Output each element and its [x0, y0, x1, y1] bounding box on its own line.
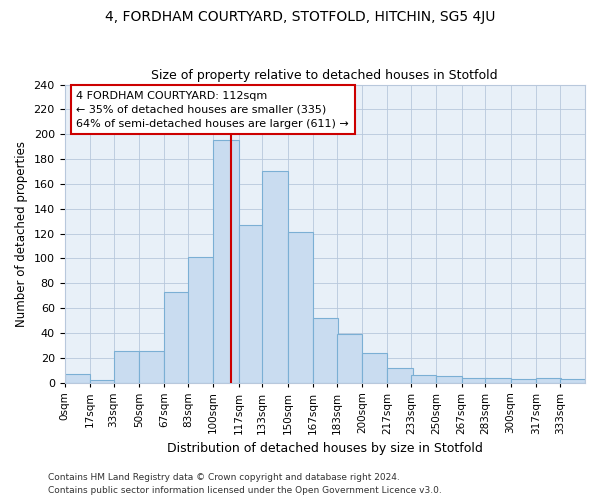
Bar [113, 352, 139, 382]
Bar [262, 172, 287, 382]
Bar [436, 376, 461, 382]
Bar [139, 352, 164, 382]
Text: 4 FORDHAM COURTYARD: 112sqm
← 35% of detached houses are smaller (335)
64% of se: 4 FORDHAM COURTYARD: 112sqm ← 35% of det… [76, 91, 349, 129]
Bar [536, 378, 561, 382]
Text: Contains HM Land Registry data © Crown copyright and database right 2024.
Contai: Contains HM Land Registry data © Crown c… [48, 474, 442, 495]
Bar [362, 352, 387, 382]
Bar [313, 318, 338, 382]
Bar [461, 378, 487, 382]
Title: Size of property relative to detached houses in Stotfold: Size of property relative to detached ho… [151, 69, 498, 82]
Bar [164, 292, 190, 382]
Bar [213, 140, 239, 382]
Bar [387, 368, 413, 382]
Text: 4, FORDHAM COURTYARD, STOTFOLD, HITCHIN, SG5 4JU: 4, FORDHAM COURTYARD, STOTFOLD, HITCHIN,… [105, 10, 495, 24]
Bar [239, 225, 264, 382]
Bar [90, 380, 115, 382]
Bar [411, 375, 436, 382]
Bar [188, 257, 213, 382]
Bar [560, 379, 585, 382]
Y-axis label: Number of detached properties: Number of detached properties [15, 140, 28, 326]
Bar [485, 378, 511, 382]
Bar [511, 379, 536, 382]
Bar [65, 374, 90, 382]
Bar [287, 232, 313, 382]
X-axis label: Distribution of detached houses by size in Stotfold: Distribution of detached houses by size … [167, 442, 483, 455]
Bar [337, 334, 362, 382]
